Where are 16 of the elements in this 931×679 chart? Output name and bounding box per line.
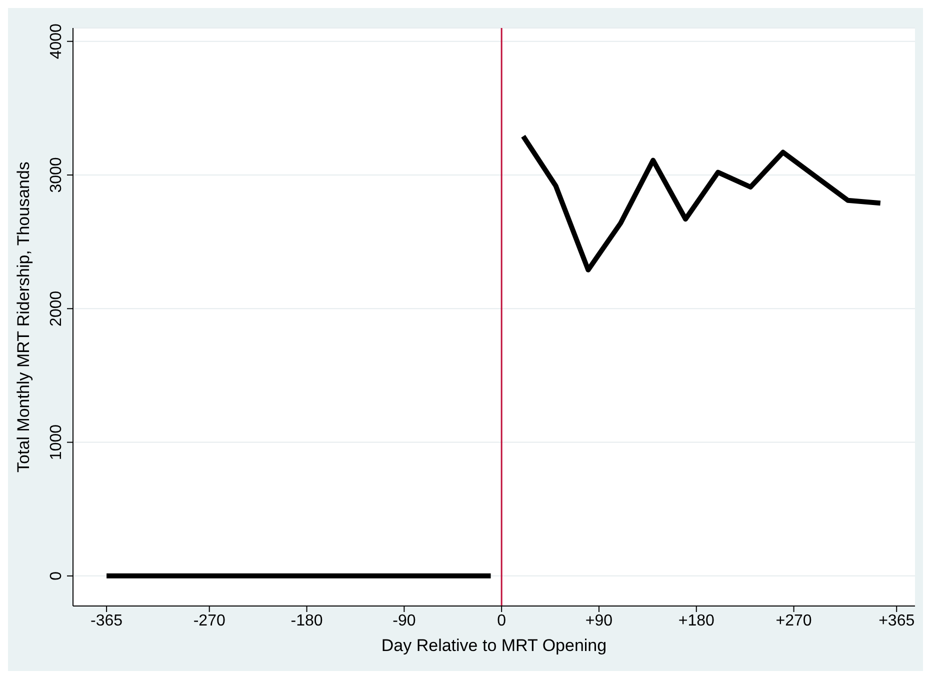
x-axis-title: Day Relative to MRT Opening	[381, 636, 607, 655]
y-axis-title: Total Monthly MRT Ridership, Thousands	[14, 162, 34, 472]
y-tick-label: 3000	[48, 157, 65, 193]
x-tick-label: -90	[392, 612, 416, 630]
x-tick-label: 0	[497, 612, 506, 630]
y-tick-label: 2000	[48, 290, 65, 326]
x-tick-label: +270	[776, 612, 812, 630]
x-tick-label: +365	[878, 612, 915, 630]
y-tick-label: 1000	[48, 424, 65, 460]
y-tick-label: 0	[48, 571, 65, 580]
x-tick-label: +180	[678, 612, 714, 630]
x-tick-label: -270	[193, 612, 226, 630]
x-tick-label: -180	[290, 612, 323, 630]
y-tick-label: 4000	[48, 23, 65, 60]
x-tick-label: -365	[90, 612, 123, 630]
x-tick-label: +90	[585, 612, 613, 630]
